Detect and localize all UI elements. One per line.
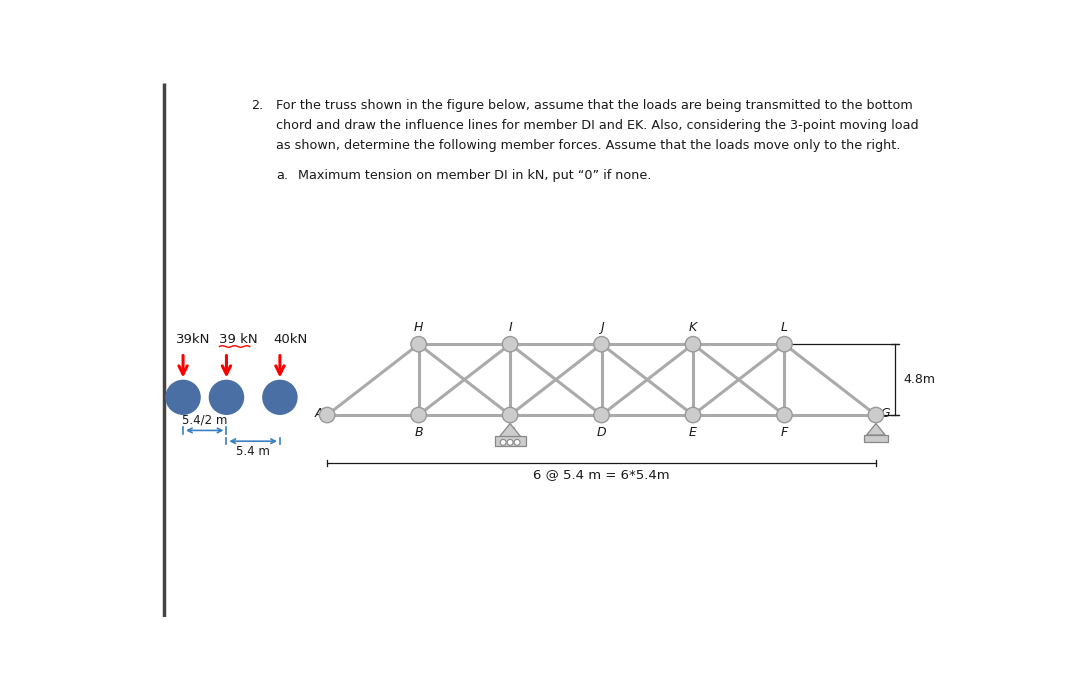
Circle shape [868,407,883,423]
Text: 39 kN: 39 kN [218,333,257,346]
Text: H: H [414,321,423,334]
Text: I: I [509,321,512,334]
Circle shape [685,407,701,423]
Bar [495,436,526,446]
Text: 6 @ 5.4 m = 6*5.4m: 6 @ 5.4 m = 6*5.4m [534,468,670,481]
Text: a.: a. [276,168,288,182]
Circle shape [514,439,521,446]
Polygon shape [866,423,886,435]
Text: B: B [415,426,423,439]
Text: K: K [689,321,697,334]
Text: L: L [781,321,788,334]
Text: 4.8m: 4.8m [903,373,935,386]
Circle shape [320,407,335,423]
Text: 39kN: 39kN [176,333,211,346]
Circle shape [777,337,793,352]
Circle shape [685,337,701,352]
Text: F: F [781,426,788,439]
Circle shape [502,407,517,423]
Circle shape [500,439,507,446]
Polygon shape [498,423,523,439]
Circle shape [777,407,793,423]
Text: chord and draw the influence lines for member DI and EK. Also, considering the 3: chord and draw the influence lines for m… [276,119,919,132]
Circle shape [262,380,297,414]
Text: G: G [880,407,890,420]
Text: as shown, determine the following member forces. Assume that the loads move only: as shown, determine the following member… [276,139,901,152]
Circle shape [410,337,427,352]
Text: D: D [597,426,606,439]
Text: A: A [315,407,323,420]
Text: E: E [689,426,697,439]
Circle shape [508,439,513,446]
Text: 5.4/2 m: 5.4/2 m [183,414,228,427]
Text: J: J [599,321,604,334]
Bar [864,435,889,442]
Circle shape [594,337,609,352]
Text: 2.: 2. [252,99,264,112]
Text: For the truss shown in the figure below, assume that the loads are being transmi: For the truss shown in the figure below,… [276,99,913,112]
Circle shape [594,407,609,423]
Text: C: C [505,426,514,439]
Circle shape [410,407,427,423]
Circle shape [210,380,243,414]
Text: 40kN: 40kN [273,333,307,346]
Text: Maximum tension on member DI in kN, put “0” if none.: Maximum tension on member DI in kN, put … [298,168,651,182]
Circle shape [502,337,517,352]
Circle shape [166,380,200,414]
Text: 5.4 m: 5.4 m [237,445,270,458]
